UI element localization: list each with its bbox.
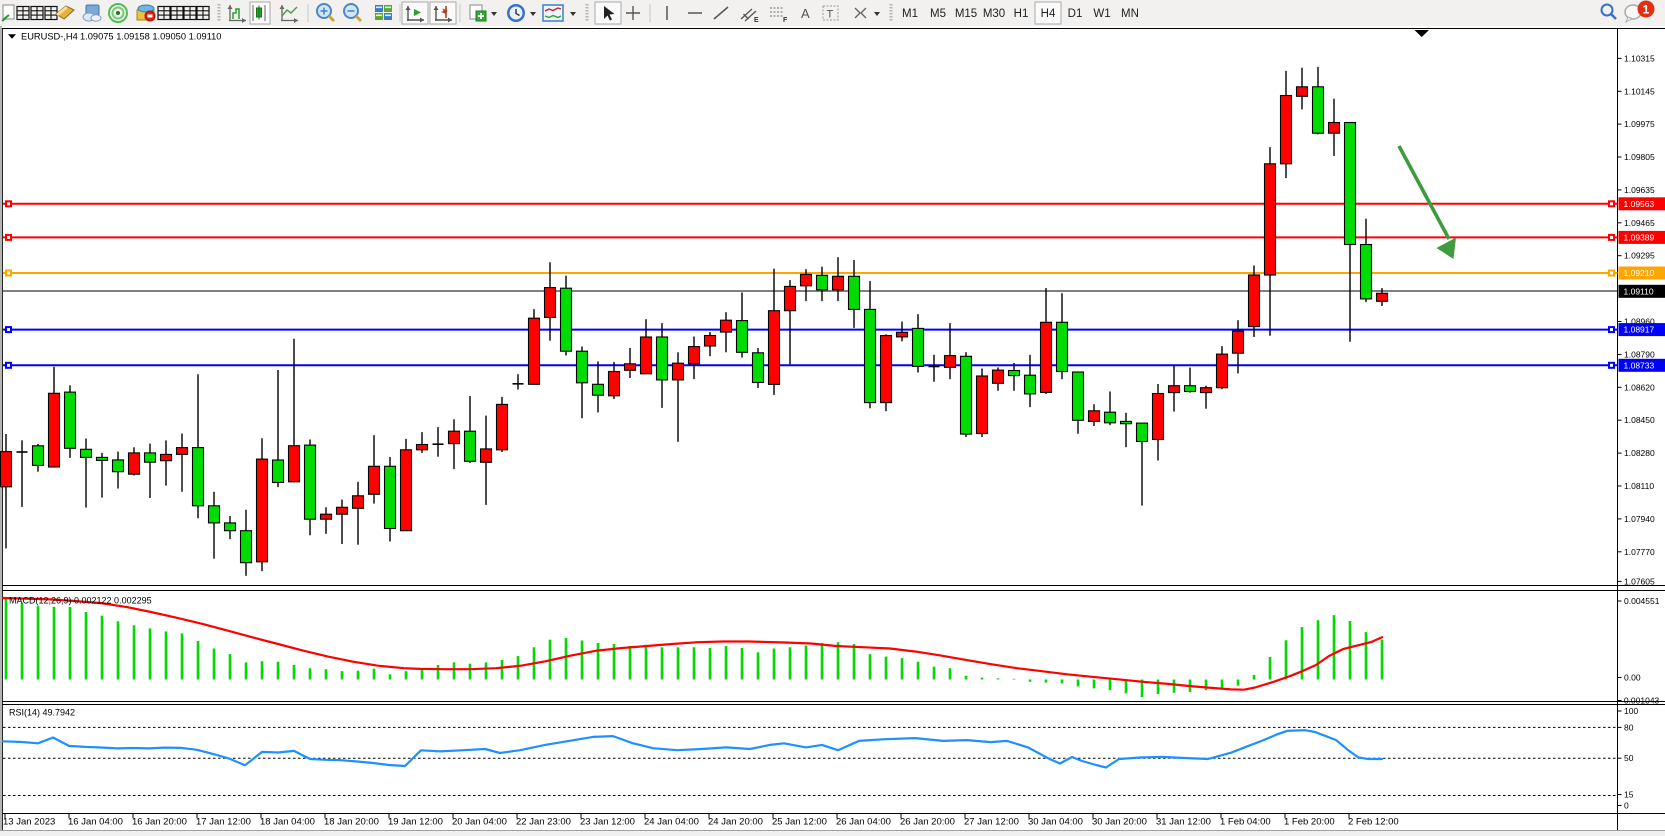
svg-text:1.09465: 1.09465 — [1624, 218, 1655, 228]
svg-text:1.09635: 1.09635 — [1624, 185, 1655, 195]
svg-text:1.08790: 1.08790 — [1624, 349, 1655, 359]
svg-text:26 Jan 20:00: 26 Jan 20:00 — [900, 817, 955, 828]
svg-text:80: 80 — [1624, 722, 1634, 732]
svg-text:13 Jan 2023: 13 Jan 2023 — [3, 817, 55, 828]
svg-text:1.08280: 1.08280 — [1624, 448, 1655, 458]
svg-text:2 Feb 12:00: 2 Feb 12:00 — [1348, 817, 1399, 828]
svg-text:D1: D1 — [1068, 8, 1083, 20]
svg-text:1.09110: 1.09110 — [1624, 286, 1654, 296]
svg-text:RSI(14) 49.7942: RSI(14) 49.7942 — [9, 708, 75, 718]
svg-text:24 Jan 20:00: 24 Jan 20:00 — [708, 817, 763, 828]
svg-text:1.09210: 1.09210 — [1624, 268, 1655, 278]
svg-text:1.08960: 1.08960 — [1624, 317, 1655, 327]
svg-text:20 Jan 04:00: 20 Jan 04:00 — [452, 817, 507, 828]
svg-text:1.09295: 1.09295 — [1624, 251, 1655, 261]
svg-text:0.00: 0.00 — [1624, 673, 1641, 683]
svg-text:1.10145: 1.10145 — [1624, 86, 1655, 96]
svg-text:25 Jan 12:00: 25 Jan 12:00 — [772, 817, 827, 828]
svg-text:1.07770: 1.07770 — [1624, 547, 1655, 557]
svg-text:E: E — [754, 17, 759, 24]
svg-text:0: 0 — [1624, 801, 1629, 811]
svg-text:1.08917: 1.08917 — [1624, 325, 1655, 335]
svg-text:1.09075 1.09158 1.09050 1.0911: 1.09075 1.09158 1.09050 1.09110 — [80, 31, 221, 41]
svg-text:T: T — [827, 9, 834, 21]
svg-text:1.09975: 1.09975 — [1624, 119, 1655, 129]
svg-text:0.004551: 0.004551 — [1624, 596, 1660, 606]
svg-text:1.08110: 1.08110 — [1624, 481, 1654, 491]
svg-text:26 Jan 04:00: 26 Jan 04:00 — [836, 817, 891, 828]
svg-text:1.09389: 1.09389 — [1624, 232, 1655, 242]
svg-text:22 Jan 23:00: 22 Jan 23:00 — [516, 817, 571, 828]
svg-text:1.08450: 1.08450 — [1624, 415, 1655, 425]
svg-text:31 Jan 12:00: 31 Jan 12:00 — [1156, 817, 1211, 828]
svg-text:17 Jan 12:00: 17 Jan 12:00 — [196, 817, 251, 828]
svg-text:1.09805: 1.09805 — [1624, 152, 1655, 162]
svg-text:M1: M1 — [902, 8, 918, 20]
svg-text:24 Jan 04:00: 24 Jan 04:00 — [644, 817, 699, 828]
svg-text:-0.001043: -0.001043 — [1621, 696, 1660, 706]
svg-text:19 Jan 12:00: 19 Jan 12:00 — [388, 817, 443, 828]
svg-text:1 Feb 04:00: 1 Feb 04:00 — [1220, 817, 1271, 828]
svg-text:18 Jan 20:00: 18 Jan 20:00 — [324, 817, 379, 828]
svg-text:M30: M30 — [983, 8, 1005, 20]
svg-text:F: F — [783, 17, 788, 24]
svg-text:1: 1 — [1643, 3, 1650, 17]
svg-text:30 Jan 20:00: 30 Jan 20:00 — [1092, 817, 1147, 828]
svg-text:1.07605: 1.07605 — [1624, 576, 1655, 586]
svg-text:MN: MN — [1121, 8, 1139, 20]
svg-text:15: 15 — [1624, 790, 1634, 800]
svg-text:27 Jan 12:00: 27 Jan 12:00 — [964, 817, 1019, 828]
svg-text:1.08620: 1.08620 — [1624, 382, 1655, 392]
svg-text:1.10315: 1.10315 — [1624, 53, 1655, 63]
svg-text:18 Jan 04:00: 18 Jan 04:00 — [260, 817, 315, 828]
svg-text:1 Feb 20:00: 1 Feb 20:00 — [1284, 817, 1335, 828]
svg-text:W1: W1 — [1093, 8, 1110, 20]
svg-text:M5: M5 — [930, 8, 946, 20]
svg-text:MACD(12,26,9) 0.002122 0.00229: MACD(12,26,9) 0.002122 0.002295 — [9, 596, 152, 606]
svg-text:1.09563: 1.09563 — [1624, 199, 1655, 209]
svg-text:50: 50 — [1624, 753, 1634, 763]
svg-text:H4: H4 — [1041, 8, 1056, 20]
svg-text:EURUSD-,H4: EURUSD-,H4 — [21, 31, 78, 41]
svg-text:H1: H1 — [1014, 8, 1029, 20]
svg-text:30 Jan 04:00: 30 Jan 04:00 — [1028, 817, 1083, 828]
svg-text:16 Jan 20:00: 16 Jan 20:00 — [132, 817, 187, 828]
svg-text:100: 100 — [1624, 706, 1638, 716]
svg-text:16 Jan 04:00: 16 Jan 04:00 — [68, 817, 123, 828]
svg-text:23 Jan 12:00: 23 Jan 12:00 — [580, 817, 635, 828]
svg-text:M15: M15 — [955, 8, 977, 20]
svg-text:A: A — [801, 6, 810, 21]
svg-text:1.08733: 1.08733 — [1624, 360, 1655, 370]
svg-text:1.07940: 1.07940 — [1624, 514, 1655, 524]
